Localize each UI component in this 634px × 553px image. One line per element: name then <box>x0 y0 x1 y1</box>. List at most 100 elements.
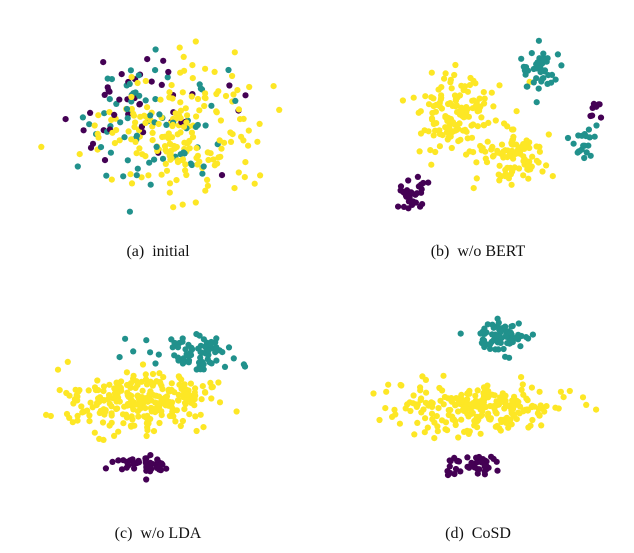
scatter-point-class-1 <box>124 157 131 164</box>
scatter-point-class-2 <box>459 396 466 403</box>
scatter-point-class-2 <box>237 116 244 123</box>
scatter-point-class-1 <box>540 56 547 63</box>
scatter-point-class-2 <box>502 392 509 399</box>
scatter-point-class-2 <box>449 416 456 423</box>
scatter-point-class-2 <box>123 411 130 418</box>
scatter-point-class-2 <box>416 148 423 155</box>
scatter-point-class-1 <box>127 67 134 74</box>
scatter-point-class-2 <box>256 120 263 127</box>
scatter-point-class-1 <box>164 74 171 81</box>
scatter-point-class-2 <box>417 108 424 115</box>
scatter-point-class-2 <box>407 407 414 415</box>
scatter-point-class-2 <box>435 405 442 412</box>
scatter-point-class-2 <box>47 412 54 420</box>
scatter-point-class-2 <box>66 414 73 421</box>
scatter-point-class-1 <box>143 337 150 344</box>
scatter-point-class-2 <box>166 412 173 420</box>
scatter-point-class-2 <box>489 143 496 150</box>
scatter-point-class-2 <box>442 113 449 120</box>
scatter-point-class-2 <box>233 408 240 415</box>
scatter-point-class-2 <box>545 131 552 138</box>
scatter-point-class-2 <box>149 370 157 378</box>
scatter-point-class-1 <box>179 335 186 342</box>
scatter-point-class-2 <box>417 384 424 391</box>
scatter-point-class-2 <box>492 423 499 430</box>
scatter-point-class-0 <box>414 173 421 180</box>
scatter-point-class-2 <box>143 381 151 388</box>
scatter-point-class-2 <box>54 366 62 373</box>
scatter-point-class-2 <box>409 400 417 407</box>
scatter-point-class-2 <box>555 405 562 412</box>
scatter-point-class-2 <box>464 135 471 142</box>
scatter-point-class-1 <box>558 62 565 69</box>
scatter-point-class-2 <box>69 419 76 426</box>
scatter-point-class-2 <box>453 401 460 408</box>
scatter-point-class-2 <box>434 428 441 435</box>
scatter-point-class-2 <box>442 70 449 77</box>
scatter-point-class-1 <box>168 336 175 343</box>
scatter-point-class-2 <box>99 419 107 426</box>
scatter-point-class-1 <box>185 359 192 366</box>
scatter-point-class-2 <box>433 413 440 420</box>
scatter-point-class-2 <box>529 416 536 424</box>
scatter-point-class-2 <box>436 143 443 150</box>
scatter-point-class-2 <box>234 87 241 94</box>
scatter-point-class-2 <box>385 381 392 388</box>
scatter-point-class-2 <box>449 119 457 126</box>
scatter-point-class-2 <box>502 166 509 174</box>
scatter-point-class-1 <box>126 80 133 88</box>
scatter-point-class-2 <box>196 107 203 114</box>
scatter-point-class-2 <box>114 405 121 412</box>
scatter-point-class-2 <box>168 82 175 89</box>
scatter-point-class-0 <box>395 203 402 210</box>
scatter-point-class-1 <box>197 366 204 373</box>
scatter-point-class-0 <box>493 458 500 465</box>
scatter-point-class-2 <box>509 397 516 404</box>
scatter-point-class-2 <box>84 407 91 414</box>
scatter-point-class-2 <box>130 406 137 413</box>
scatter-point-class-0 <box>464 454 471 461</box>
scatter-point-class-2 <box>128 93 135 101</box>
scatter-point-class-0 <box>109 458 116 465</box>
scatter-point-class-2 <box>507 171 514 178</box>
scatter-point-class-1 <box>484 321 491 328</box>
scatter-point-class-2 <box>396 420 403 427</box>
scatter-point-class-2 <box>440 372 447 379</box>
scatter-point-class-2 <box>227 129 234 136</box>
scatter-point-class-2 <box>520 172 527 179</box>
scatter-point-class-2 <box>86 412 93 419</box>
scatter-point-class-2 <box>106 381 113 388</box>
scatter-point-class-2 <box>192 413 199 420</box>
scatter-point-class-2 <box>513 416 520 423</box>
scatter-point-class-2 <box>216 399 224 406</box>
scatter-point-class-2 <box>480 89 487 96</box>
scatter-point-class-2 <box>529 153 536 160</box>
scatter-point-class-2 <box>497 394 504 401</box>
scatter-point-class-1 <box>117 119 124 126</box>
scatter-point-class-2 <box>464 88 471 95</box>
scatter-point-class-0 <box>452 465 460 473</box>
scatter-point-class-2 <box>213 90 220 98</box>
scatter-point-class-2 <box>76 387 83 394</box>
scatter-point-class-1 <box>188 344 195 351</box>
scatter-point-class-2 <box>502 173 509 180</box>
scatter-point-class-2 <box>535 405 542 412</box>
scatter-point-class-2 <box>410 392 417 399</box>
scatter-point-class-2 <box>199 383 206 390</box>
scatter-point-class-2 <box>94 377 101 384</box>
scatter-point-class-2 <box>173 177 180 184</box>
scatter-point-class-2 <box>159 386 166 393</box>
caption-b: (b) w/o BERT <box>430 243 526 260</box>
scatter-point-class-1 <box>152 67 159 74</box>
scatter-point-class-2 <box>135 395 143 402</box>
scatter-point-class-2 <box>519 381 526 388</box>
scatter-point-class-1 <box>200 361 207 368</box>
scatter-point-class-2 <box>490 103 497 110</box>
scatter-point-class-1 <box>554 51 561 58</box>
scatter-point-class-0 <box>102 465 109 472</box>
scatter-point-class-0 <box>218 172 226 179</box>
scatter-point-class-2 <box>136 400 143 407</box>
scatter-point-class-2 <box>498 141 506 148</box>
scatter-point-class-2 <box>100 436 107 443</box>
scatter-point-class-1 <box>188 161 195 169</box>
